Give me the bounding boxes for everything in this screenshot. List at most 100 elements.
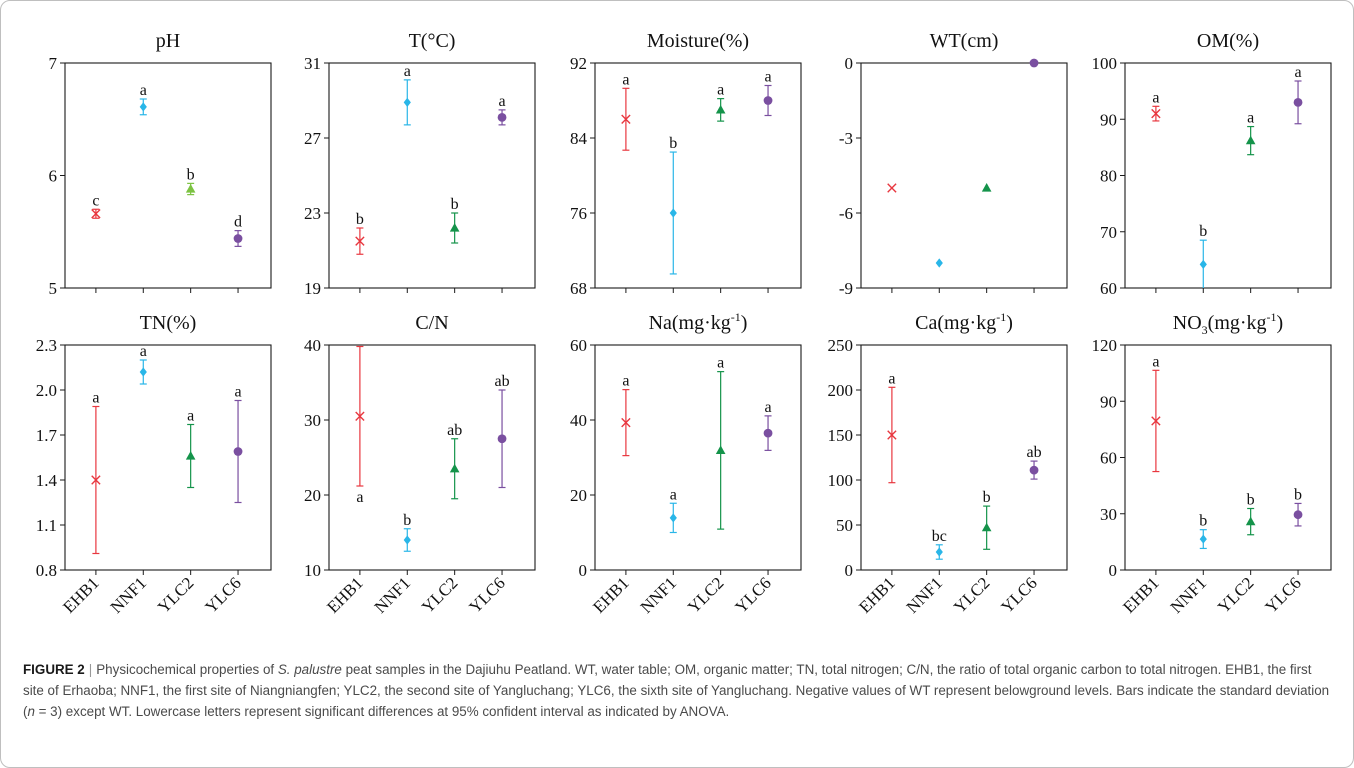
significance-letter: a [140,82,147,99]
significance-letter: a [92,390,99,407]
x-tick-label: YLC6 [465,573,508,616]
data-point [91,475,101,485]
y-tick-label: 84 [570,129,588,148]
y-tick-label: 40 [570,411,587,430]
significance-letter: a [356,489,363,506]
x-tick-label: EHB1 [589,573,632,616]
x-tick-label: NNF1 [1167,573,1210,616]
y-tick-label: 60 [1100,449,1117,468]
caption-n: n [27,704,35,719]
data-point [763,96,773,105]
significance-letter: a [670,486,677,503]
caption-species: S. palustre [277,662,342,677]
x-tick-label: YLC2 [154,573,197,616]
data-point [715,445,726,454]
y-tick-label: 27 [304,129,322,148]
y-tick-label: 7 [49,54,58,73]
data-point [621,417,631,428]
significance-letter: c [92,192,99,209]
y-tick-label: 100 [1092,54,1118,73]
chart-panel: Ca(mg·kg-1) 0 50 100 150 200 250 EHB1 a NNF1 bc YLC… [828,310,1068,617]
data-point [763,428,773,438]
chart-panels: pH567cabdT(°C)19232731babaMoisture(%)687… [36,30,1332,617]
data-point [139,367,147,377]
y-tick-label: 92 [570,54,587,73]
significance-letter: b [187,166,195,183]
x-tick-label: NNF1 [107,573,150,616]
caption-text-1: Physicochemical properties of [96,662,278,677]
panel-title: WT(cm) [930,30,999,52]
data-point [355,236,365,246]
y-tick-label: 90 [1100,110,1117,129]
significance-letter: b [1247,492,1255,509]
y-tick-label: 76 [570,204,587,223]
panel-title: T(°C) [409,30,456,52]
significance-letter: ab [447,422,462,439]
x-tick-label: EHB1 [59,573,102,616]
significance-letter: a [622,71,629,88]
significance-letter: b [356,211,364,228]
panel-title: OM(%) [1197,30,1259,52]
x-tick-label: YLC6 [731,573,774,616]
y-tick-label: -9 [839,279,853,298]
data-point [981,183,992,192]
data-point [403,535,411,545]
y-tick-label: 40 [304,336,321,355]
y-tick-label: 1.4 [36,471,58,490]
data-point [715,104,726,114]
x-tick-label: NNF1 [371,573,414,616]
panel-title: TN(%) [140,312,197,334]
y-tick-label: -3 [839,129,853,148]
data-point [139,102,147,112]
data-point [669,208,677,218]
data-point [1151,108,1161,119]
data-point [497,112,507,122]
y-tick-label: 2.3 [36,336,57,355]
caption-separator: | [88,662,93,677]
chart-panel: C/N 10 20 30 40 EHB1 a NNF1 b YLC2 ab YLC6 ab [304,312,536,617]
x-tick-label: YLC2 [418,573,461,616]
significance-letter: a [498,93,505,110]
data-point [1245,516,1256,526]
x-tick-label: YLC2 [1214,573,1257,616]
plot-frame [594,62,802,289]
y-tick-label: -6 [839,204,853,223]
significance-letter: b [451,196,459,213]
significance-letter: bc [932,528,947,545]
significance-letter: d [234,214,242,231]
y-tick-label: 0 [579,561,588,580]
data-point [621,114,631,124]
plot-frame [64,344,272,571]
significance-letter: a [1152,89,1159,106]
chart-panel: T(°C) 19 23 27 31 b a b a [304,30,536,298]
data-point [1293,510,1303,520]
data-point [1151,416,1161,426]
data-point [1029,58,1039,68]
data-point [1245,135,1256,145]
significance-letter: ab [494,373,509,390]
data-point [91,209,101,219]
x-tick-label: YLC2 [950,573,993,616]
data-point [1199,259,1207,269]
chart-panel: TN(%) 0.8 1.1 1.4 1.7 2.0 2.3 EHB1 a NNF1 a YLC2 a YL… [36,312,272,617]
plot-frame [328,344,536,571]
x-tick-label: EHB1 [855,573,898,616]
significance-letter: ab [1026,444,1041,461]
y-tick-label: 10 [304,561,321,580]
significance-letter: a [717,82,724,99]
data-point [935,547,943,557]
significance-letter: a [764,399,771,416]
data-point [1029,465,1039,475]
significance-letter: a [1294,64,1301,81]
data-point [185,451,196,460]
y-tick-label: 20 [304,486,321,505]
y-tick-label: 0 [1109,561,1118,580]
significance-letter: b [1294,486,1302,503]
y-tick-label: 0.8 [36,561,57,580]
chart-panel: Na(mg·kg-1) 0 20 40 60 EHB1 a NNF1 a YLC2 a YLC6 a [570,310,802,617]
y-tick-label: 60 [570,336,587,355]
figure-caption: FIGURE 2 | Physicochemical properties of S… [23,659,1335,722]
y-tick-label: 30 [304,411,321,430]
y-tick-label: 68 [570,279,587,298]
plot-frame [328,62,536,289]
